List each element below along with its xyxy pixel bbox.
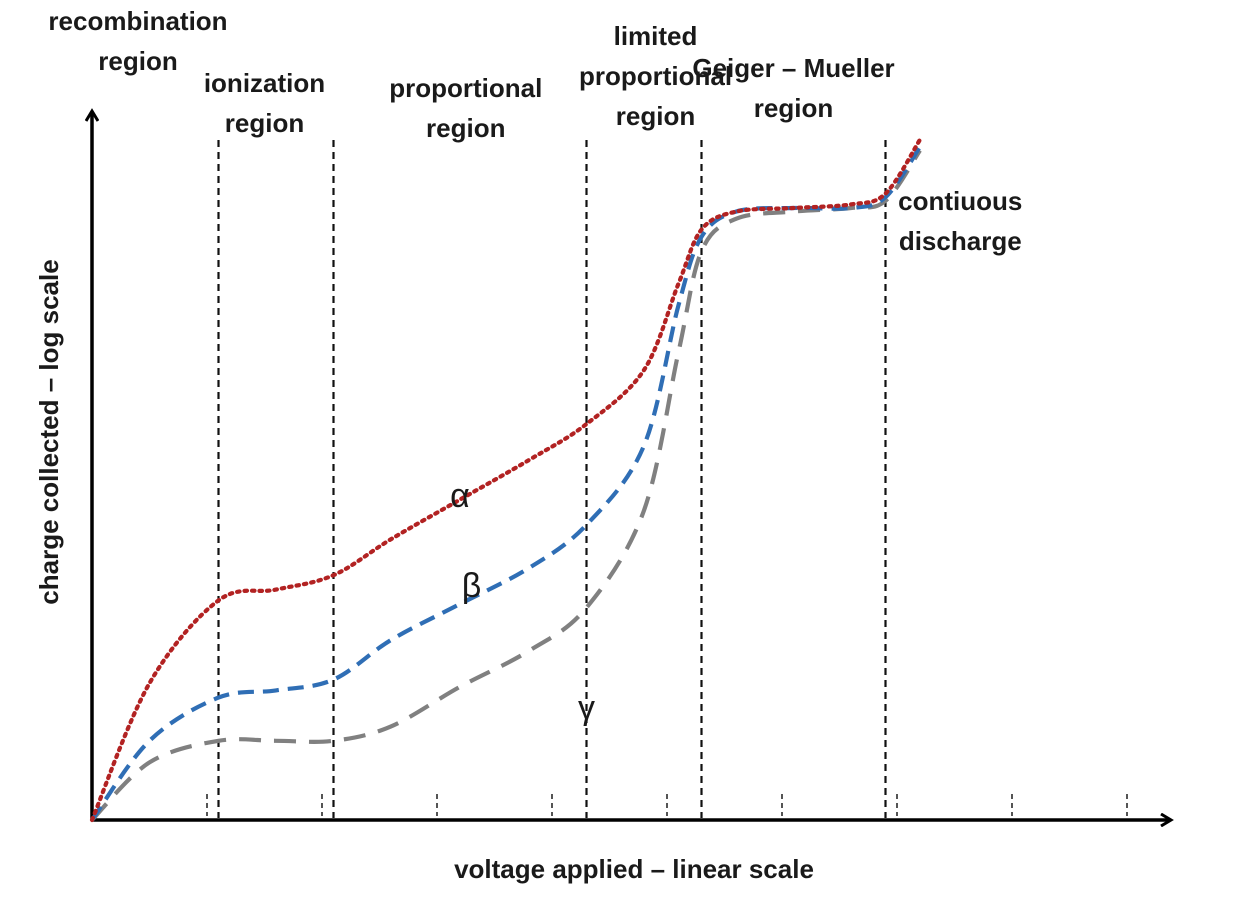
series-labels: α β γ xyxy=(450,477,595,727)
region-label-line: Geiger – Mueller xyxy=(692,53,894,83)
region-label-line: contiuous xyxy=(898,186,1022,216)
series-label-beta: β xyxy=(462,567,482,605)
region-label-line: discharge xyxy=(899,226,1022,256)
region-label-line: recombination xyxy=(48,6,227,36)
x-axis-ticks xyxy=(206,794,1128,816)
region-label-line: region xyxy=(225,108,304,138)
series-line-alpha xyxy=(89,137,923,823)
region-label-line: region xyxy=(426,113,505,143)
region-label-line: region xyxy=(754,93,833,123)
y-axis-label: charge collected – log scale xyxy=(34,259,64,604)
series-label-alpha: α xyxy=(450,477,470,515)
region-label-line: proportional xyxy=(389,73,542,103)
region-label: recombination region xyxy=(48,6,227,76)
region-label-line: region xyxy=(98,46,177,76)
region-label: Geiger – Mueller region xyxy=(692,53,894,123)
series-label-gamma: γ xyxy=(578,689,595,727)
region-boundaries xyxy=(217,140,887,818)
region-label: limited proportional region xyxy=(579,21,732,131)
region-label-line: ionization xyxy=(204,68,325,98)
region-label: proportional region xyxy=(389,73,542,143)
region-label: contiuous discharge xyxy=(898,186,1022,256)
x-axis-label: voltage applied – linear scale xyxy=(454,854,814,884)
region-label-line: region xyxy=(616,101,695,131)
region-label-line: proportional xyxy=(579,61,732,91)
series-line-beta xyxy=(90,145,922,822)
series-lines xyxy=(89,137,923,823)
region-label: ionization region xyxy=(204,68,325,138)
series-line-gamma xyxy=(90,149,922,822)
region-label-line: limited xyxy=(614,21,698,51)
